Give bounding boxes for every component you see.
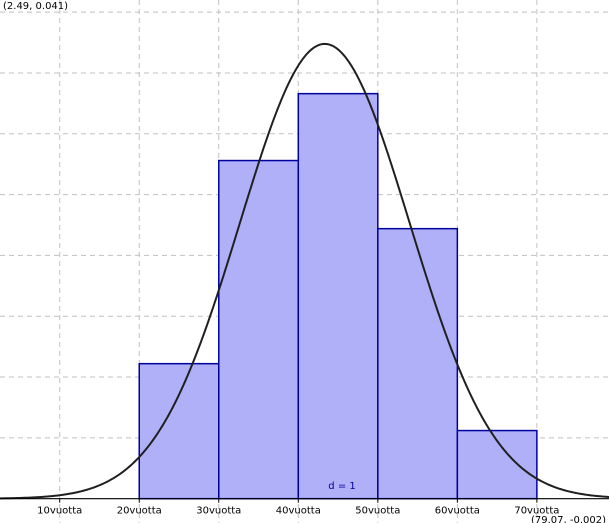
histogram-bar — [138, 362, 220, 500]
x-tick-label: 10vuotta — [37, 506, 82, 517]
tick-labels: 10vuotta 20vuotta 30vuotta 40vuotta 50vuotta… — [37, 506, 559, 517]
annotation-label: d = 1 — [328, 481, 355, 492]
x-tick-label: 50vuotta — [355, 506, 400, 517]
corner-label-bottom-right: (79.07, -0.002) — [531, 515, 606, 523]
x-tick-label: 70vuotta — [514, 506, 559, 517]
histogram-bar — [218, 159, 300, 500]
histogram-bar — [297, 92, 379, 500]
histogram-bars — [138, 92, 538, 500]
corner-label-top-left: (2.49, 0.041) — [3, 1, 68, 12]
histogram-bar — [377, 227, 459, 500]
x-tick-label: 60vuotta — [435, 506, 480, 517]
x-tick-label: 20vuotta — [117, 506, 162, 517]
x-tick-label: 30vuotta — [196, 506, 241, 517]
x-tick-label: 40vuotta — [276, 506, 321, 517]
normal-curve — [0, 42, 609, 500]
normal-curve-layer — [0, 42, 609, 500]
